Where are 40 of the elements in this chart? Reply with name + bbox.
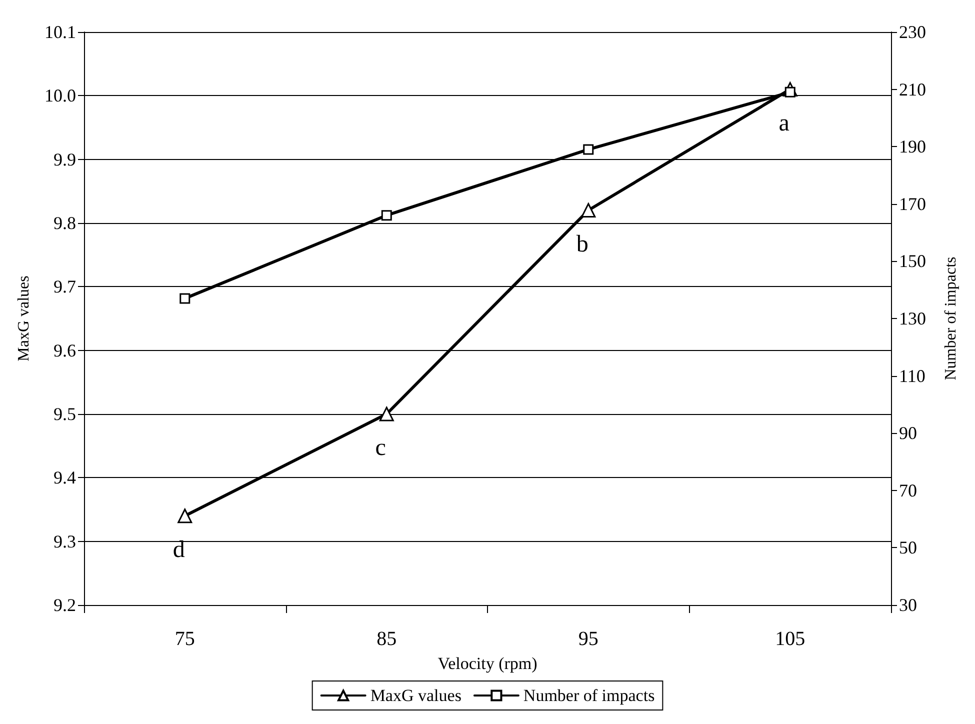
- y2-axis-title: Number of impacts: [942, 256, 960, 380]
- y-tick-label: 9.8: [54, 213, 76, 233]
- point: [178, 508, 192, 524]
- y-tick-label: 10.0: [44, 86, 76, 106]
- x-axis-title: Velocity (rpm): [438, 654, 538, 673]
- y2-tick-label: 190: [899, 136, 926, 157]
- x-tick-label: 105: [775, 628, 806, 650]
- y2-tick-label: 70: [899, 480, 917, 500]
- legend-label: MaxG values: [370, 686, 462, 705]
- y2-tick-label: 30: [899, 595, 917, 615]
- point: [381, 210, 392, 221]
- y2-tick-label: 150: [899, 251, 926, 272]
- point: [180, 293, 190, 304]
- x-tick-label: 75: [174, 628, 195, 650]
- y-tick-label: 9.3: [54, 531, 76, 552]
- x-tick-label: 95: [578, 628, 598, 650]
- y2-tick-label: 210: [899, 79, 926, 100]
- legend-label: Number of impacts: [523, 686, 655, 705]
- point: [379, 406, 394, 422]
- y2-tick-label: 130: [899, 308, 926, 328]
- y-axis-title: MaxG values: [16, 276, 32, 362]
- y2-tick-label: 230: [899, 22, 926, 42]
- x-tick-label: 85: [376, 628, 397, 650]
- y2-tick-label: 170: [899, 194, 926, 214]
- y-tick-label: 9.2: [54, 595, 76, 615]
- y-tick-label: 10.1: [44, 22, 76, 42]
- y-tick-label: 9.9: [54, 149, 76, 170]
- y-tick-label: 9.6: [54, 340, 76, 360]
- y-tick-label: 9.4: [54, 468, 76, 488]
- y2-tick-label: 90: [899, 423, 917, 444]
- annotation: d: [172, 536, 185, 563]
- y2-tick-label: 110: [899, 366, 926, 386]
- y-tick-label: 9.5: [54, 404, 76, 424]
- annotation: c: [375, 435, 386, 461]
- annotation: a: [778, 110, 790, 136]
- point: [581, 203, 596, 218]
- annotation: b: [576, 231, 588, 258]
- point: [583, 144, 594, 155]
- y2-tick-label: 50: [899, 538, 917, 558]
- y-tick-label: 9.7: [54, 276, 76, 297]
